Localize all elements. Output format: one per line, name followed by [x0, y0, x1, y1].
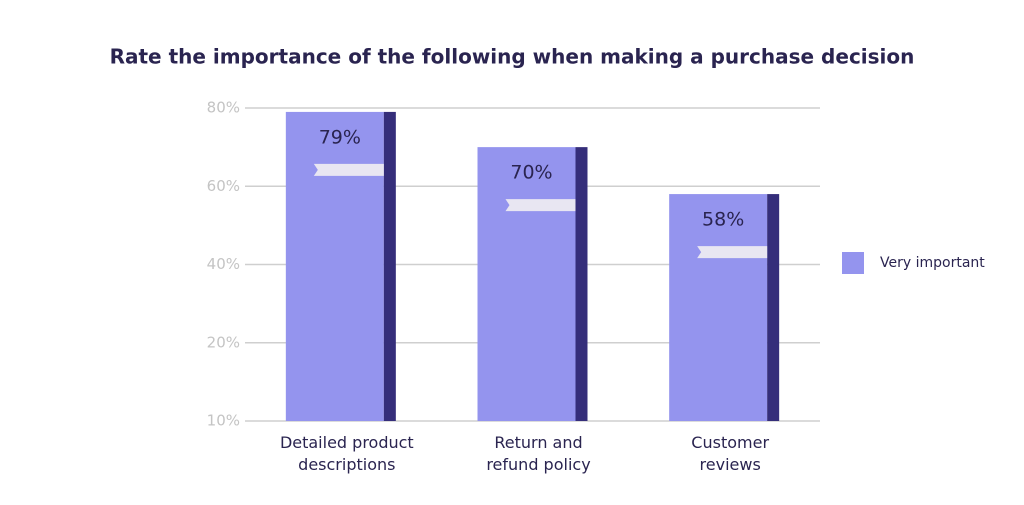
value-label: 79% — [319, 126, 361, 148]
ribbon — [505, 199, 576, 212]
bar-edge — [383, 111, 396, 421]
legend-label: Very important — [880, 255, 985, 271]
value-label: 70% — [510, 162, 552, 184]
y-tick-label: 80% — [207, 99, 240, 117]
y-tick-label: 60% — [207, 177, 240, 195]
chart-title: Rate the importance of the following whe… — [110, 45, 915, 69]
y-tick-label: 10% — [207, 412, 240, 430]
y-tick-label: 40% — [207, 255, 240, 273]
x-tick-label: Return and refund policy — [486, 433, 591, 474]
bar-edge — [767, 194, 780, 421]
value-label: 58% — [702, 209, 744, 231]
bar — [669, 194, 768, 421]
legend-swatch — [842, 252, 864, 274]
ribbon — [697, 246, 768, 259]
ribbon — [313, 163, 384, 176]
bar-edge — [575, 147, 588, 421]
bar — [477, 147, 576, 421]
x-tick-label: Customer reviews — [691, 433, 770, 474]
bar — [285, 111, 384, 421]
x-tick-label: Detailed product descriptions — [279, 433, 414, 474]
y-tick-label: 20% — [207, 333, 240, 351]
